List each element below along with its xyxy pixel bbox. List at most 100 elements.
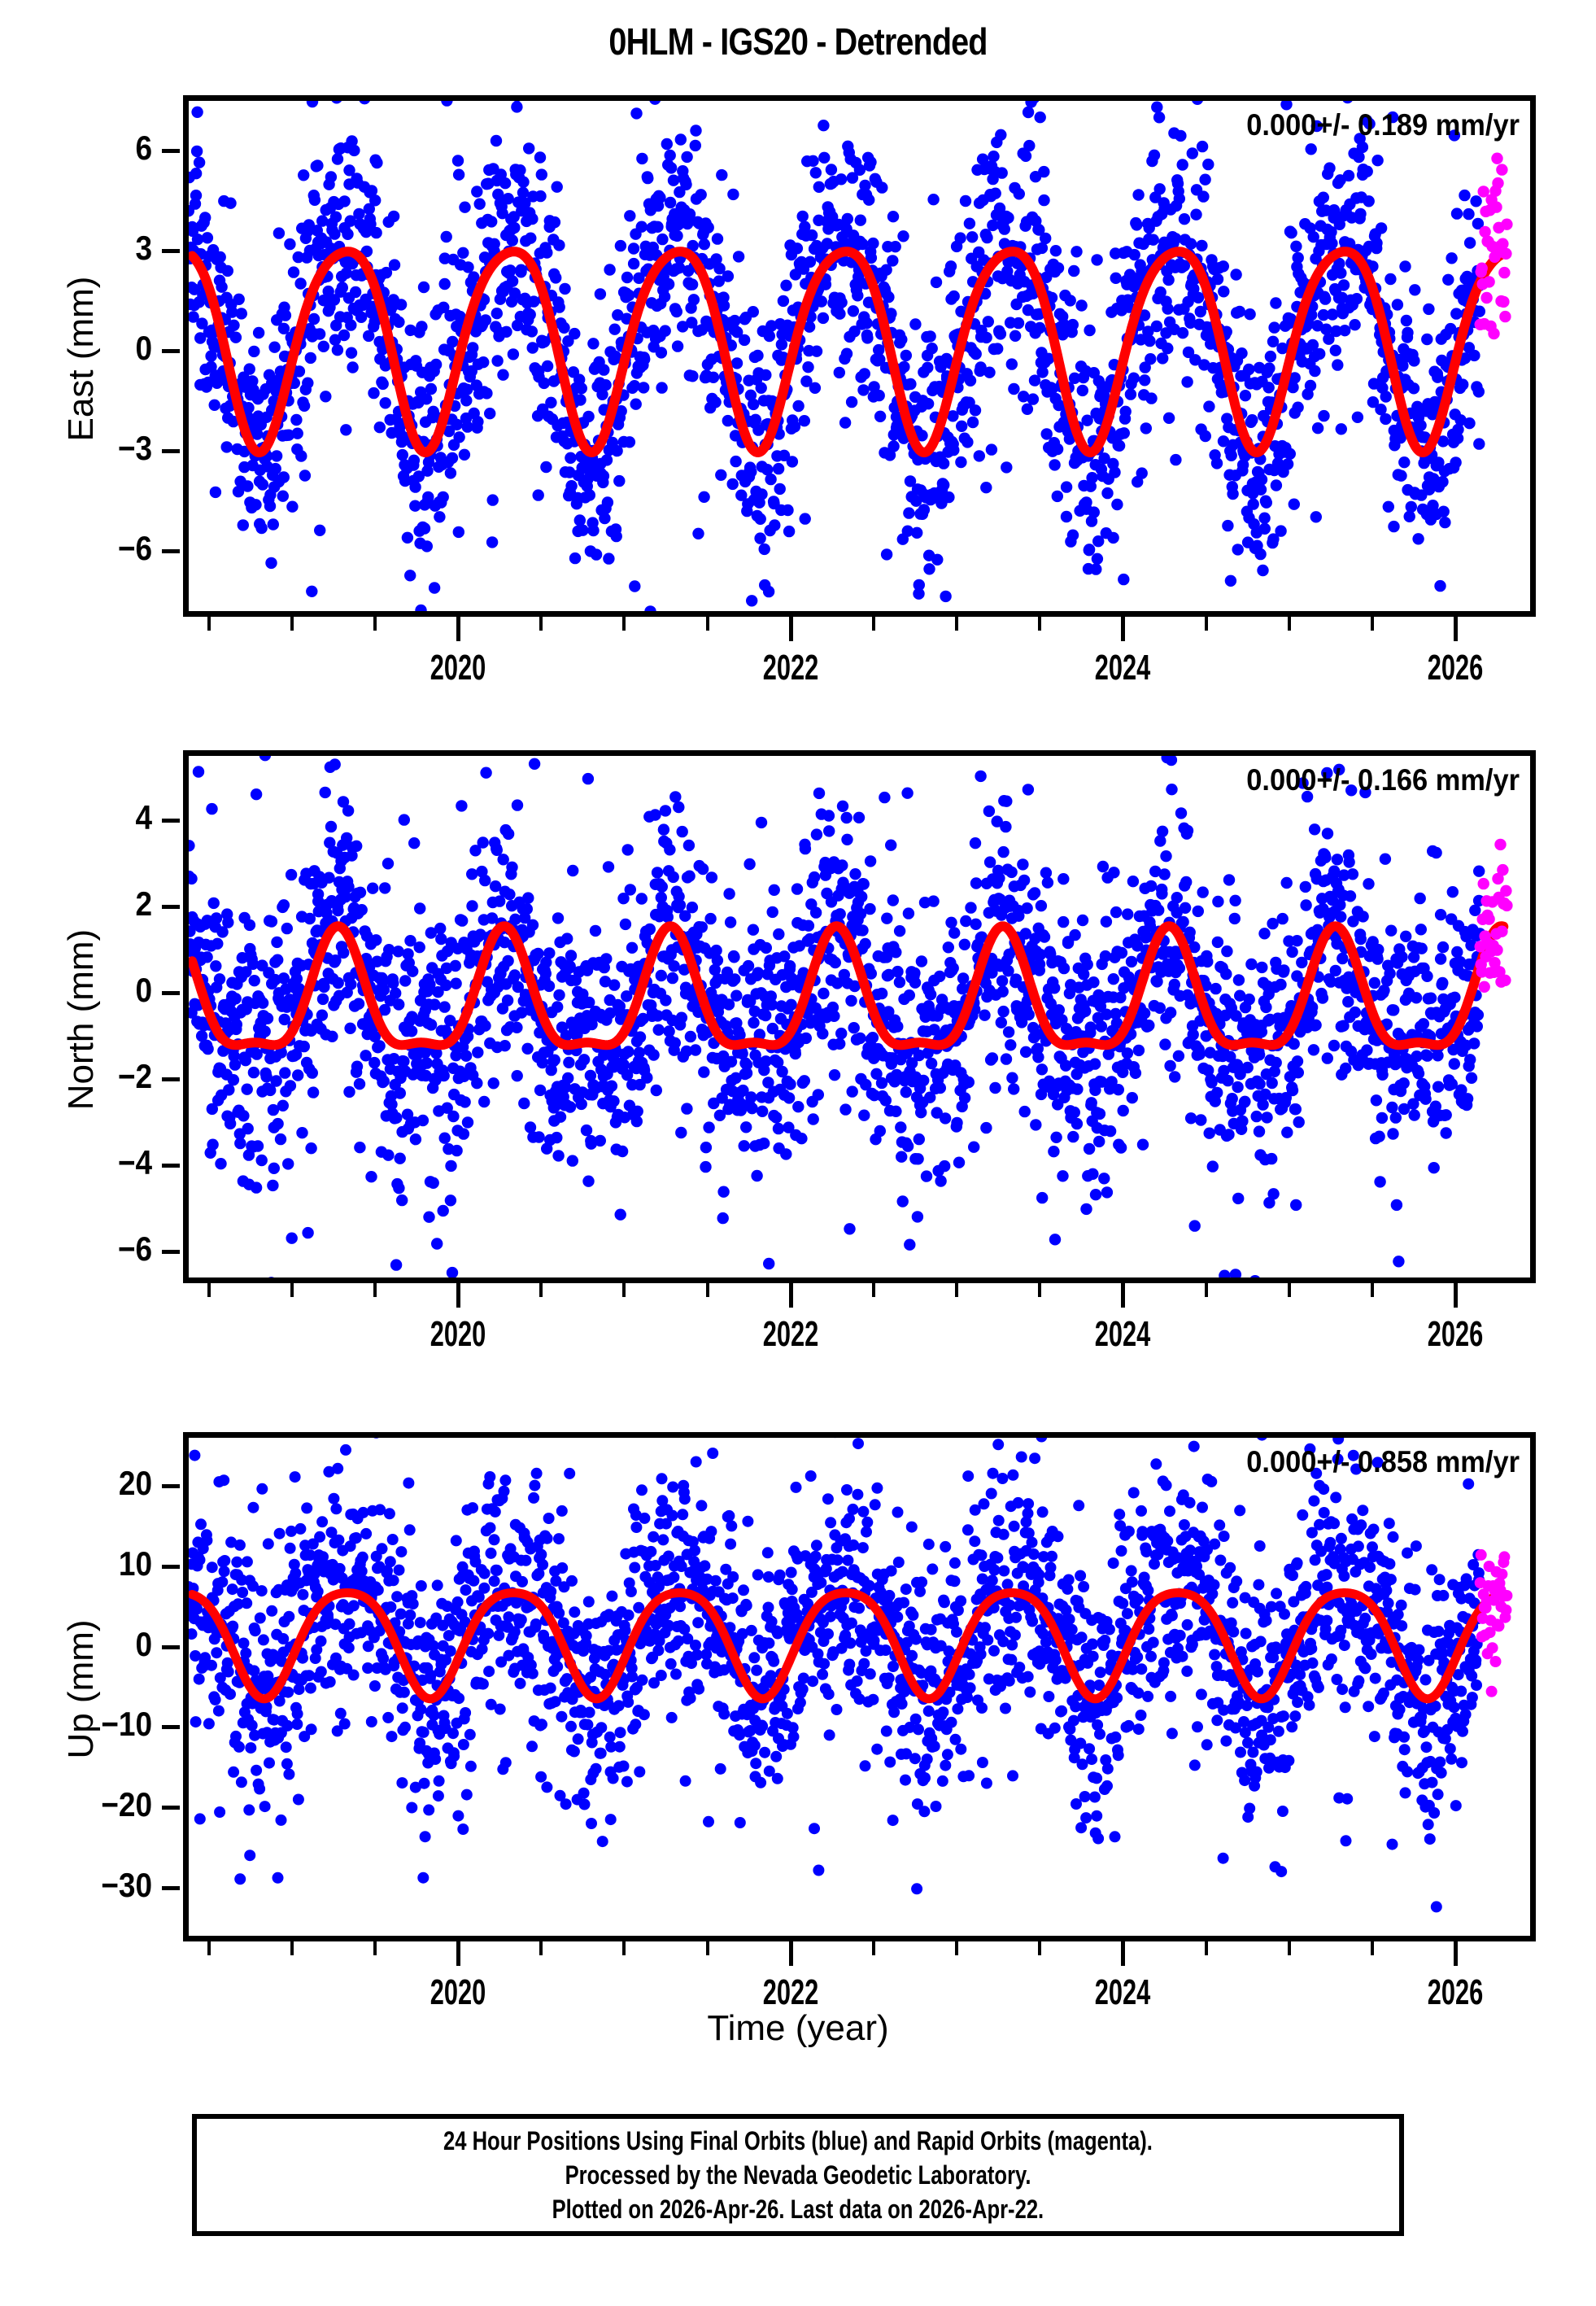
x-tick-major-north [1121,1283,1126,1308]
x-axis-title: Time (year) [707,2008,889,2048]
rate-annotation-up: 0.000+/- 0.858 mm/yr [1246,1445,1520,1478]
x-tick-major-north [456,1283,461,1308]
y-tick-mark-north [162,1077,180,1082]
x-tick-major-east [456,617,461,641]
x-tick-major-east [788,617,793,641]
x-tick-minor-up [1204,1941,1208,1955]
x-tick-minor-north [373,1283,377,1297]
y-tick-mark-up [162,1725,180,1730]
x-tick-label-north: 2024 [1095,1314,1151,1354]
x-tick-label-north: 2020 [430,1314,486,1354]
rate-annotation-north: 0.000+/- 0.166 mm/yr [1246,763,1520,797]
x-tick-label-north: 2022 [762,1314,818,1354]
seasonal-fit-line-east [189,247,1509,457]
y-tick-mark-up [162,1644,180,1649]
x-tick-minor-east [1370,617,1374,631]
y-tick-mark-up [162,1885,180,1890]
seasonal-fit-line-north [189,921,1509,1050]
x-tick-minor-up [955,1941,959,1955]
x-tick-minor-up [705,1941,709,1955]
final-orbit-points-up [189,1438,1485,1913]
y-tick-mark-north [162,991,180,996]
y-tick-label-north: −6 [117,1229,152,1269]
x-tick-minor-north [207,1283,211,1297]
y-tick-label-north: 0 [135,971,152,1010]
x-tick-minor-north [1370,1283,1374,1297]
y-tick-mark-east [162,449,180,454]
y-tick-label-east: 0 [135,329,152,368]
y-tick-label-up: −30 [101,1865,152,1904]
x-tick-minor-east [539,617,543,631]
scatter-canvas-up [189,1438,1513,1913]
x-tick-minor-north [871,1283,875,1297]
y-tick-label-up: 10 [118,1544,152,1583]
footer-line-3: Plotted on 2026-Apr-26. Last data on 202… [552,2195,1044,2225]
x-tick-major-up [1454,1941,1459,1966]
x-tick-major-north [788,1283,793,1308]
x-tick-minor-east [373,617,377,631]
x-tick-minor-north [1204,1283,1208,1297]
x-tick-label-east: 2026 [1427,648,1484,688]
y-tick-label-north: 4 [135,798,152,837]
x-tick-minor-north [290,1283,294,1297]
rate-annotation-east: 0.000+/- 0.189 mm/yr [1246,108,1520,142]
plot-area-up[interactable] [183,1432,1536,1941]
x-tick-label-east: 2020 [430,648,486,688]
x-tick-label-up: 2022 [762,1972,818,2012]
y-tick-mark-east [162,149,180,154]
x-tick-major-east [1121,617,1126,641]
x-tick-minor-up [1287,1941,1291,1955]
x-tick-minor-north [539,1283,543,1297]
x-tick-label-east: 2022 [762,648,818,688]
x-tick-minor-north [622,1283,626,1297]
x-tick-minor-east [1204,617,1208,631]
y-axis-title-up: Up (mm) [61,1619,101,1759]
y-tick-label-east: 3 [135,229,152,268]
x-tick-minor-east [622,617,626,631]
y-tick-mark-east [162,549,180,554]
footer-line-2: Processed by the Nevada Geodetic Laborat… [565,2160,1031,2190]
y-tick-label-up: 0 [135,1624,152,1663]
x-tick-label-up: 2020 [430,1972,486,2012]
y-axis-title-east: East (mm) [61,276,101,441]
x-tick-minor-up [290,1941,294,1955]
x-tick-major-up [456,1941,461,1966]
x-tick-label-north: 2026 [1427,1314,1484,1354]
x-tick-major-up [1121,1941,1126,1966]
rapid-orbit-points-east [1474,152,1513,340]
plot-area-north[interactable] [183,750,1536,1283]
x-tick-minor-north [1038,1283,1042,1297]
y-tick-label-east: −6 [117,529,152,568]
y-tick-label-north: −2 [117,1057,152,1096]
y-tick-label-north: −4 [117,1143,152,1182]
rapid-orbit-points-up [1474,1548,1513,1697]
x-tick-minor-up [207,1941,211,1955]
y-tick-label-east: −3 [117,429,152,468]
x-tick-minor-up [373,1941,377,1955]
y-tick-mark-north [162,905,180,910]
x-tick-minor-east [1038,617,1042,631]
y-tick-mark-north [162,1250,180,1255]
seasonal-fit-line-up [189,1588,1508,1704]
y-tick-label-up: 20 [118,1464,152,1503]
y-tick-mark-east [162,249,180,254]
x-tick-label-east: 2024 [1095,648,1151,688]
y-tick-mark-east [162,349,180,354]
y-axis-title-north: North (mm) [61,928,101,1110]
x-tick-minor-up [539,1941,543,1955]
y-tick-mark-up [162,1484,180,1489]
scatter-canvas-east [189,101,1513,611]
x-tick-minor-east [290,617,294,631]
footer-line-1: 24 Hour Positions Using Final Orbits (bl… [443,2125,1153,2155]
x-tick-minor-east [705,617,709,631]
y-tick-label-up: −10 [101,1705,152,1744]
y-tick-label-north: 2 [135,884,152,924]
x-tick-minor-up [1370,1941,1374,1955]
x-tick-minor-north [955,1283,959,1297]
y-tick-mark-north [162,819,180,823]
plot-area-east[interactable] [183,95,1536,617]
rapid-orbit-points-north [1474,838,1513,993]
x-tick-label-up: 2026 [1427,1972,1484,2012]
footer-caption-box: 24 Hour Positions Using Final Orbits (bl… [192,2114,1404,2236]
y-tick-label-east: 6 [135,129,152,168]
